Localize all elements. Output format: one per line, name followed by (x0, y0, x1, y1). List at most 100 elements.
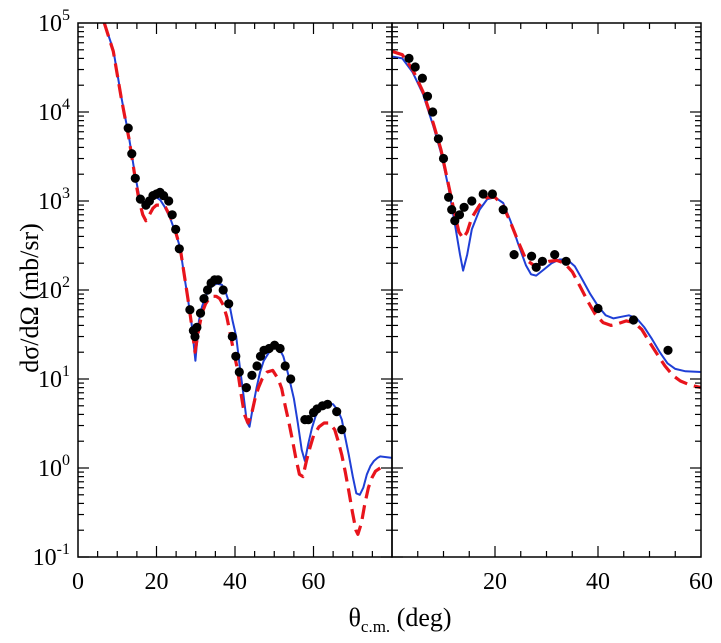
left-data-point-30 (247, 370, 257, 380)
left-data-point-14 (185, 305, 195, 315)
left-x-ticks: 0 20 40 60 (72, 23, 373, 595)
right-data-point-14 (487, 189, 497, 199)
left-data-point-20 (202, 285, 213, 295)
y-tick-base: 10 (38, 189, 62, 215)
right-data-point-7 (444, 192, 454, 202)
right-data-point-3 (422, 91, 433, 101)
right-x-tick-label-60: 60 (689, 569, 713, 595)
y-tick-exponent: 3 (62, 185, 70, 202)
y-tick-label-6: 105 (38, 7, 70, 37)
left-data-point-24 (218, 285, 228, 295)
right-plot-frame (391, 22, 702, 558)
x-axis-label-main: θ (348, 603, 360, 632)
y-tick-exponent: -1 (57, 541, 70, 558)
left-data-point-11 (167, 210, 177, 220)
right-data-point-16 (509, 250, 519, 260)
y-tick-exponent: 4 (62, 96, 70, 113)
right-data-point-21 (561, 256, 571, 266)
right-data-point-24 (663, 345, 673, 355)
right-dashed-curve (391, 49, 702, 390)
y-tick-label-3: 102 (38, 274, 70, 304)
y-tick-exponent: 0 (62, 452, 70, 469)
y-tick-base: 10 (33, 545, 57, 571)
right-solid-curve (391, 55, 702, 373)
right-data-point-23 (628, 315, 639, 325)
left-curves (102, 22, 393, 536)
right-points (404, 53, 673, 355)
left-data-point-0 (123, 123, 133, 133)
left-data-point-29 (241, 383, 251, 393)
right-x-tick-label-40: 40 (586, 569, 610, 595)
right-data-point-6 (438, 153, 449, 164)
left-data-point-19 (199, 294, 209, 304)
left-data-point-16 (190, 331, 200, 342)
y-tick-base: 10 (38, 11, 62, 37)
right-data-point-15 (498, 205, 508, 215)
y-tick-exponent: 2 (62, 274, 70, 291)
right-data-point-22 (593, 303, 603, 314)
y-tick-base: 10 (38, 456, 62, 482)
left-dashed-curve (102, 22, 382, 536)
right-data-point-10 (454, 210, 465, 220)
right-x-ticks: 20 40 60 (392, 23, 713, 595)
x-axis-label-unit: (deg) (390, 603, 451, 632)
y-tick-label-1: 100 (38, 452, 70, 482)
left-data-point-45 (332, 407, 342, 417)
left-data-point-2 (130, 173, 140, 183)
left-points (123, 123, 347, 435)
right-x-tick-label-20: 20 (483, 569, 507, 595)
right-data-point-0 (404, 53, 414, 64)
left-data-point-40 (303, 415, 313, 425)
left-data-point-31 (252, 361, 262, 371)
left-data-point-27 (231, 351, 241, 361)
right-data-point-11 (459, 202, 469, 212)
plot-frames (77, 22, 702, 558)
right-data-point-8 (447, 205, 457, 215)
y-tick-base: 10 (38, 367, 62, 393)
left-data-point-26 (227, 331, 237, 342)
left-data-point-13 (174, 244, 184, 254)
right-data-point-2 (417, 73, 427, 83)
right-panel: 20 40 60 (391, 23, 713, 595)
left-data-point-18 (195, 308, 206, 318)
right-data-point-17 (527, 251, 537, 261)
right-data-point-20 (550, 250, 560, 260)
y-axis-label: dσ/dΩ (mb/sr) (15, 223, 44, 373)
right-data-point-12 (467, 196, 477, 206)
left-data-point-17 (192, 322, 202, 332)
left-data-point-36 (275, 343, 285, 354)
left-data-point-3 (135, 194, 145, 204)
left-x-tick-label-40: 40 (223, 569, 247, 595)
left-x-tick-label-0: 0 (72, 569, 84, 595)
left-data-point-1 (127, 149, 137, 159)
right-data-point-19 (537, 256, 548, 266)
left-data-point-23 (213, 275, 223, 285)
left-data-point-37 (280, 361, 290, 371)
y-tick-exponent: 5 (62, 7, 70, 24)
left-data-point-46 (337, 425, 347, 435)
x-axis-label: θc.m. (deg) (348, 603, 451, 636)
x-axis-label-sub: c.m. (361, 617, 390, 636)
y-tick-label-2: 101 (38, 363, 70, 393)
y-tick-label-0: 10-1 (33, 541, 70, 571)
right-data-point-13 (478, 189, 488, 199)
left-data-point-10 (164, 196, 174, 206)
right-data-point-18 (531, 262, 541, 272)
left-data-point-38 (286, 374, 296, 384)
left-x-tick-label-20: 20 (145, 569, 169, 595)
left-data-point-28 (234, 367, 244, 377)
right-data-point-5 (433, 134, 443, 144)
right-curves (391, 49, 702, 390)
y-tick-base: 10 (38, 278, 62, 304)
left-data-point-44 (323, 399, 333, 409)
left-data-point-12 (171, 224, 181, 234)
y-tick-exponent: 1 (62, 363, 70, 380)
right-data-point-4 (428, 107, 438, 117)
right-data-point-1 (410, 62, 420, 72)
y-tick-label-4: 103 (38, 185, 70, 215)
left-x-tick-label-60: 60 (302, 569, 326, 595)
y-tick-label-5: 104 (38, 96, 70, 126)
